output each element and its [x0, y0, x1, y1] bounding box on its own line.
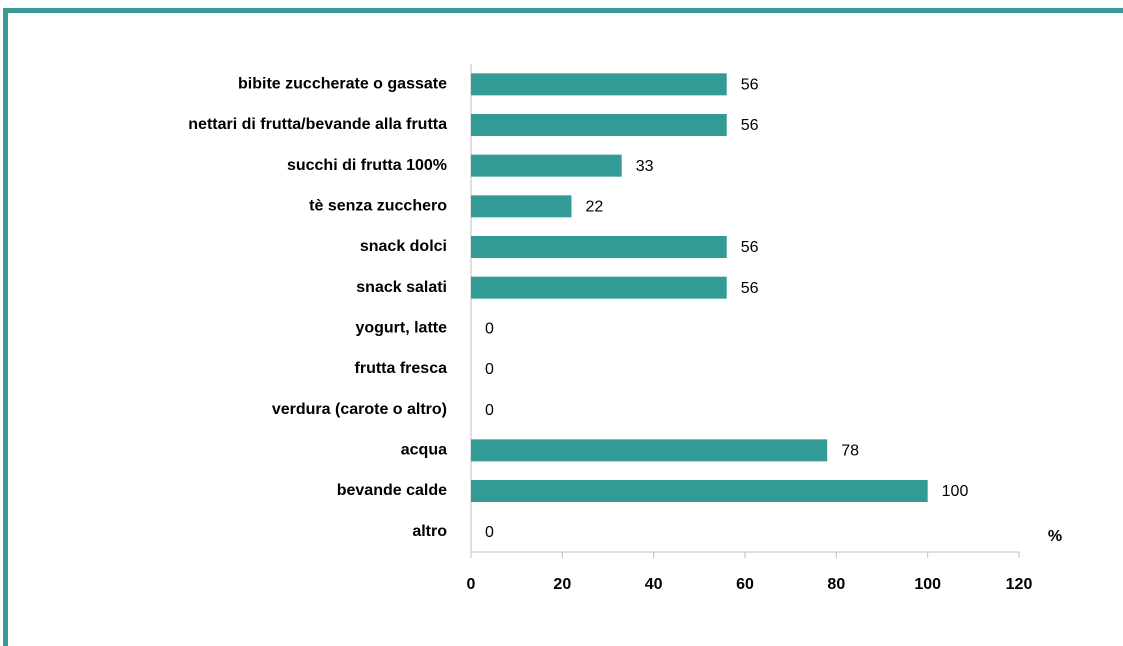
- x-tick-label: 100: [914, 576, 941, 593]
- bar: [471, 114, 727, 136]
- y-tick-label: succhi di frutta 100%: [287, 157, 447, 174]
- y-tick-label: yogurt, latte: [355, 320, 447, 337]
- value-label: 56: [741, 117, 759, 134]
- y-tick-label: tè senza zucchero: [309, 198, 447, 215]
- x-tick-label: 40: [645, 576, 663, 593]
- bar: [471, 236, 727, 258]
- x-axis-label: %: [1048, 528, 1062, 545]
- value-label: 0: [485, 361, 494, 378]
- y-tick-label: nettari di frutta/bevande alla frutta: [188, 116, 447, 133]
- frame-top: [3, 8, 1123, 13]
- y-tick-label: bibite zuccherate o gassate: [238, 76, 447, 93]
- value-label: 0: [485, 402, 494, 419]
- y-tick-label: bevande calde: [337, 482, 447, 499]
- y-tick-label: snack dolci: [360, 238, 447, 255]
- value-label: 100: [942, 483, 969, 500]
- y-tick-label: acqua: [401, 442, 447, 459]
- bar: [471, 73, 727, 96]
- x-tick-label: 60: [736, 576, 754, 593]
- value-label: 78: [841, 443, 859, 460]
- y-tick-label: snack salati: [356, 279, 447, 296]
- bar: [471, 276, 727, 299]
- x-tick-label: 20: [553, 576, 571, 593]
- y-tick-label: altro: [412, 523, 447, 540]
- bar: [471, 439, 828, 462]
- x-tick-label: 0: [467, 576, 476, 593]
- bar: [471, 195, 572, 218]
- bar: [471, 480, 928, 502]
- x-tick-label: 80: [827, 576, 845, 593]
- value-label: 56: [741, 77, 759, 94]
- value-label: 56: [741, 239, 759, 256]
- frame-left: [3, 8, 8, 646]
- value-label: 22: [585, 199, 603, 216]
- value-label: 0: [485, 524, 494, 541]
- x-tick-label: 120: [1006, 576, 1033, 593]
- bar: [471, 154, 622, 177]
- y-tick-label: verdura (carote o altro): [272, 401, 447, 418]
- y-tick-label: frutta fresca: [355, 360, 448, 377]
- value-label: 0: [485, 321, 494, 338]
- value-label: 33: [636, 158, 654, 175]
- value-label: 56: [741, 280, 759, 297]
